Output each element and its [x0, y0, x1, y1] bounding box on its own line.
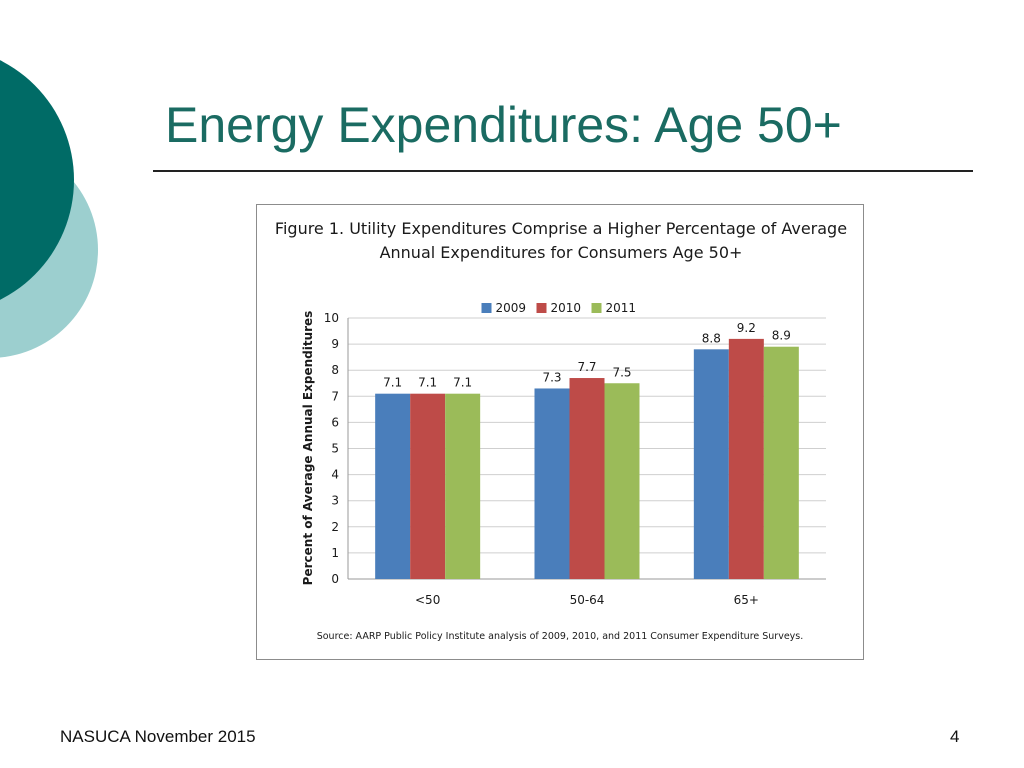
y-tick-label: 0 [331, 572, 339, 586]
data-label: 7.7 [577, 360, 596, 374]
slide-title: Energy Expenditures: Age 50+ [165, 97, 842, 153]
figure-box: Figure 1. Utility Expenditures Comprise … [256, 204, 864, 660]
legend-label-2010: 2010 [551, 301, 582, 315]
figure-title-line-2: Annual Expenditures for Consumers Age 50… [379, 243, 743, 262]
y-tick-label: 7 [331, 389, 339, 403]
bar-2011-<50 [445, 393, 481, 579]
bar-2010-65+ [728, 338, 764, 579]
bar-2010-<50 [410, 393, 446, 579]
data-label: 7.1 [453, 376, 472, 390]
y-tick-label: 5 [331, 442, 339, 456]
legend-swatch-2010 [536, 303, 547, 313]
title-divider [153, 170, 973, 172]
y-tick-label: 2 [331, 520, 339, 534]
legend-label-2011: 2011 [606, 301, 637, 315]
y-tick-label: 6 [331, 415, 339, 429]
data-label: 8.8 [702, 331, 721, 345]
x-tick-label: 65+ [734, 593, 759, 607]
y-tick-label: 4 [331, 468, 339, 482]
y-tick-label: 8 [331, 363, 339, 377]
data-label: 7.3 [542, 370, 561, 384]
bar-2009-50-64 [534, 388, 570, 579]
source-note: Source: AARP Public Policy Institute ana… [317, 631, 804, 642]
bar-2009-<50 [375, 393, 411, 579]
y-tick-label: 10 [324, 311, 339, 325]
legend-label-2009: 2009 [496, 301, 527, 315]
data-label: 8.9 [772, 329, 791, 343]
y-tick-label: 9 [331, 337, 339, 351]
legend-swatch-2009 [481, 303, 492, 313]
y-tick-label: 3 [331, 494, 339, 508]
decorative-circles [0, 60, 98, 358]
y-axis-label: Percent of Average Annual Expenditures [301, 311, 315, 586]
data-label: 7.1 [383, 376, 402, 390]
footer-text: NASUCA November 2015 [60, 727, 256, 746]
dark-teal-circle [0, 60, 74, 300]
page-number: 4 [950, 727, 960, 746]
x-tick-label: <50 [415, 593, 440, 607]
bar-2009-65+ [693, 349, 729, 579]
bar-2011-50-64 [604, 383, 640, 579]
y-tick-label: 1 [331, 546, 339, 560]
data-label: 7.5 [612, 365, 631, 379]
data-label: 9.2 [737, 321, 756, 335]
data-label: 7.1 [418, 376, 437, 390]
bar-2011-65+ [763, 346, 799, 579]
legend-swatch-2011 [591, 303, 602, 313]
x-tick-label: 50-64 [570, 593, 605, 607]
figure-title-line-1: Figure 1. Utility Expenditures Comprise … [274, 219, 848, 238]
bar-2010-50-64 [569, 378, 605, 579]
bar-chart: 0 1 2 3 4 5 6 7 8 9 10 7.1 7.1 7.1 <50 7.3 7.7 7.5 50-64 8.… [301, 301, 826, 642]
